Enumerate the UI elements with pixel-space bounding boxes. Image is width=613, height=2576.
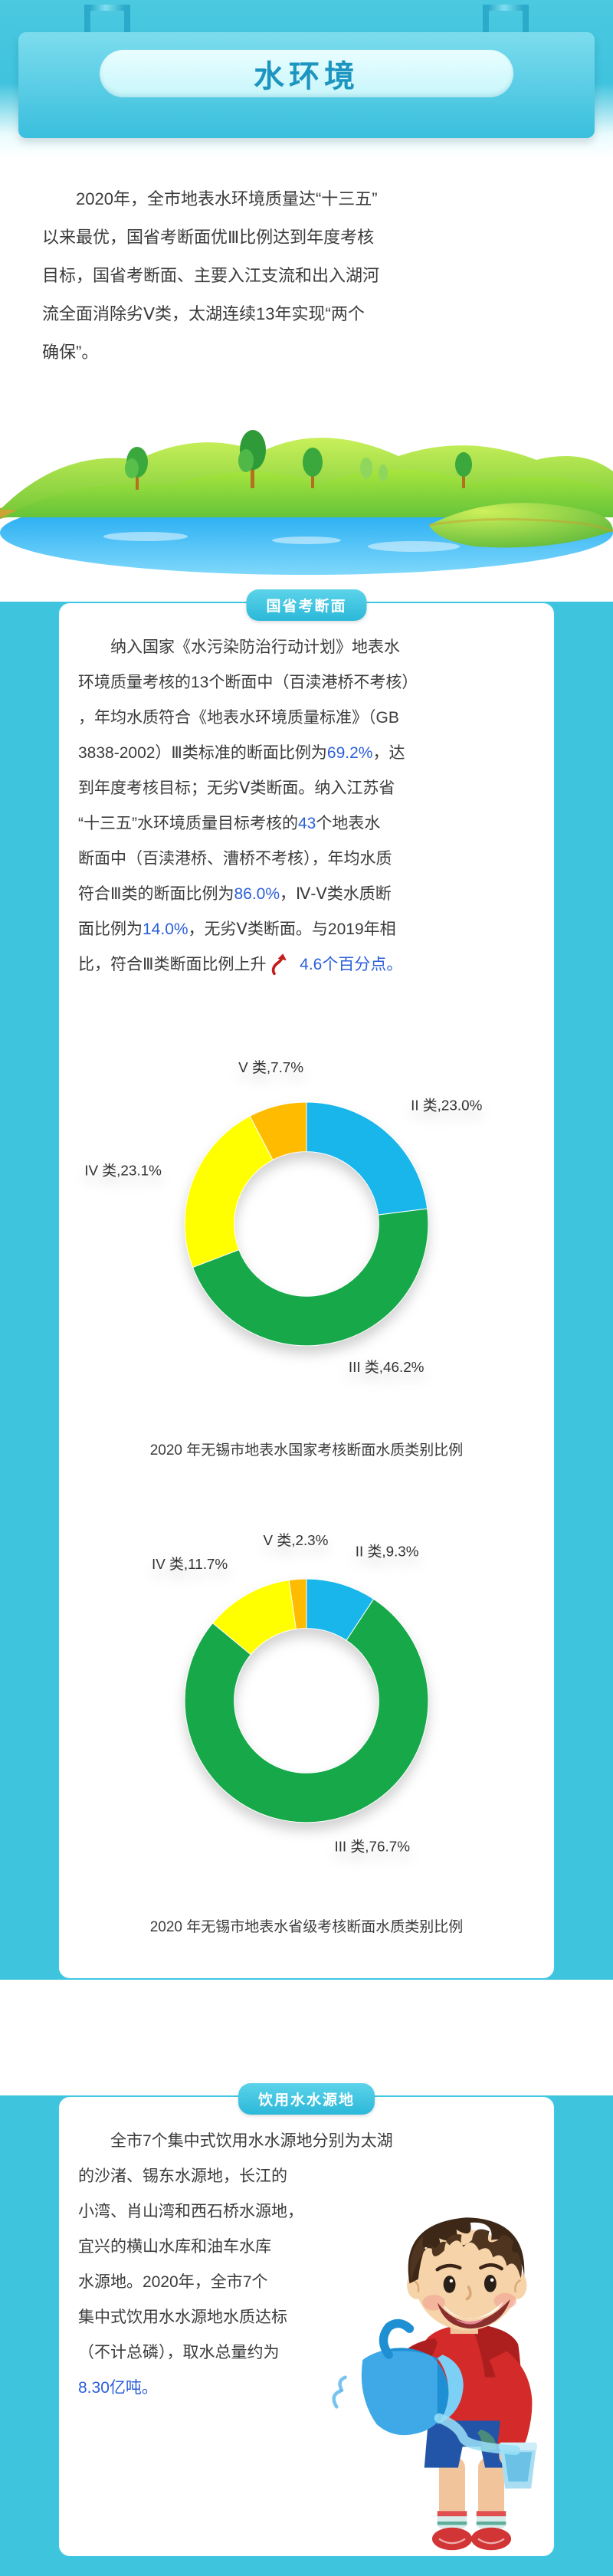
- svg-text:III 类,46.2%: III 类,46.2%: [349, 1359, 425, 1375]
- svg-text:II 类,23.0%: II 类,23.0%: [411, 1098, 483, 1114]
- svg-text:IV 类,23.1%: IV 类,23.1%: [84, 1162, 162, 1178]
- svg-text:IV 类,11.7%: IV 类,11.7%: [152, 1556, 228, 1572]
- svg-text:III 类,76.7%: III 类,76.7%: [334, 1839, 410, 1855]
- svg-text:V 类,2.3%: V 类,2.3%: [264, 1532, 329, 1548]
- svg-text:II 类,9.3%: II 类,9.3%: [356, 1543, 419, 1559]
- svg-text:V 类,7.7%: V 类,7.7%: [238, 1059, 303, 1075]
